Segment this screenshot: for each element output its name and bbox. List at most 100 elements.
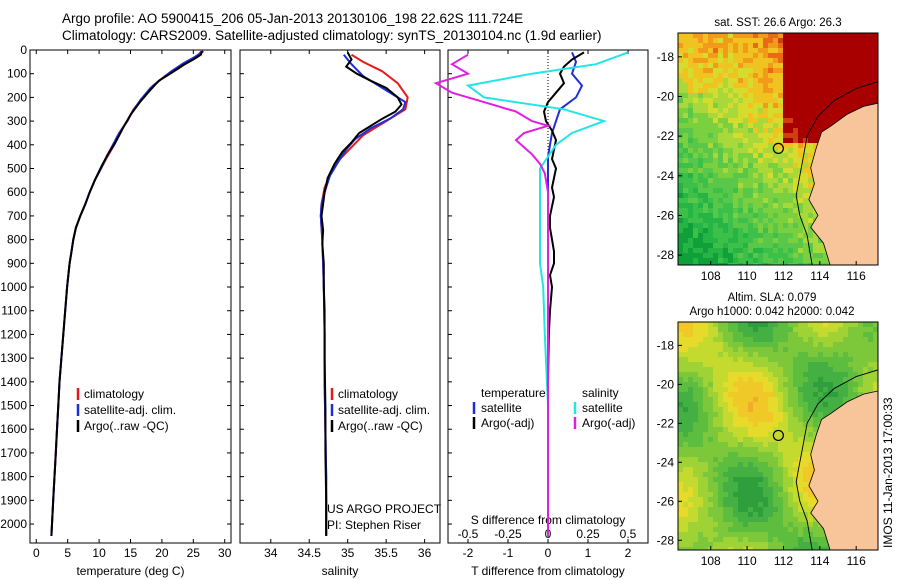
temperature_profile-panel: 0100200300400500600700800900100011001200… xyxy=(0,43,231,578)
legend-label: satellite-adj. clim. xyxy=(84,403,176,417)
difference_profile-panel: -2 -1 0 1 2T difference from climatology -0.5… xyxy=(433,49,649,578)
x-axis-label: temperature (deg C) xyxy=(76,564,184,578)
sla-map-title-line: Altim. SLA: 0.079 xyxy=(728,292,817,304)
map-y-tick-label: -20 xyxy=(657,89,675,103)
x-tick-label: 34 xyxy=(264,546,278,560)
x-tick-label: 35.5 xyxy=(374,546,398,560)
x-tick-label: 36 xyxy=(418,546,432,560)
y-tick-label: 800 xyxy=(7,233,27,247)
annotation-text: PI: Stephen Riser xyxy=(327,518,421,532)
map-y-tick-label: -22 xyxy=(657,416,675,430)
map-x-tick-label: 114 xyxy=(810,554,829,568)
top-scale-tick-label: -0.5 xyxy=(458,527,479,541)
map-y-tick-label: -26 xyxy=(657,208,675,222)
y-tick-label: 1100 xyxy=(1,304,27,318)
legend-header-salinity: salinity xyxy=(582,386,619,400)
x-tick-label: 1 xyxy=(585,546,592,560)
y-tick-label: 1500 xyxy=(0,399,27,413)
temperature_profile-frame xyxy=(29,49,232,544)
legend-label: satellite-adj. clim. xyxy=(338,403,430,417)
x-tick-label: 2 xyxy=(625,546,632,560)
sst_map-frame xyxy=(677,32,879,266)
y-tick-label: 1000 xyxy=(0,280,27,294)
x-tick-label: 15 xyxy=(124,546,138,560)
shelf-contour xyxy=(795,369,878,550)
map-x-tick-label: 116 xyxy=(847,554,866,568)
series-line-satellite xyxy=(547,52,584,536)
x-tick-label: -1 xyxy=(503,546,514,560)
y-tick-label: 500 xyxy=(7,162,27,176)
x-tick-label: 30 xyxy=(218,546,232,560)
legend-label: Argo(-adj) xyxy=(481,416,534,430)
y-tick-label: 1700 xyxy=(0,446,27,460)
map-x-tick-label: 112 xyxy=(774,269,793,283)
y-tick-label: 2000 xyxy=(0,517,27,531)
map-x-tick-label: 110 xyxy=(738,554,757,568)
legend-label: satellite xyxy=(481,401,522,415)
top-scale-tick-label: 0.5 xyxy=(620,527,637,541)
shelf-contour xyxy=(795,81,878,265)
sst_map-field xyxy=(678,33,878,265)
series-line-climatology xyxy=(319,53,409,536)
annotation-text: US ARGO PROJECT xyxy=(327,502,442,516)
y-tick-label: 700 xyxy=(7,209,27,223)
map-x-tick-label: 116 xyxy=(847,269,866,283)
x-tick-label: 5 xyxy=(64,546,71,560)
x-tick-label: 0 xyxy=(33,546,40,560)
map-y-tick-label: -24 xyxy=(657,455,675,469)
figure-title-line2: Climatology: CARS2009. Satellite-adjuste… xyxy=(62,28,602,43)
y-tick-label: 200 xyxy=(7,90,27,104)
legend-label: satellite xyxy=(582,401,623,415)
salinity_profile-frame xyxy=(239,49,441,544)
series-line-argo xyxy=(50,50,204,536)
series-line-satellite_salinity xyxy=(465,51,629,536)
map-x-tick-label: 108 xyxy=(701,554,721,568)
legend-label: Argo(..raw -QC) xyxy=(338,419,423,433)
y-tick-label: 1600 xyxy=(0,422,27,436)
y-tick-label: 900 xyxy=(7,256,27,270)
legend-label: climatology xyxy=(338,387,398,401)
sla_map-panel: 108 110 112 114 116 -18 -20 -22 -24 -26 -28 Altim. … xyxy=(657,292,879,568)
sst_map-panel: 108 110 112 114 116 -18 -20 -22 -24 -26 -28 sat. SS… xyxy=(657,17,879,283)
y-tick-label: 1400 xyxy=(0,375,27,389)
sla_map-field xyxy=(678,322,878,550)
x-tick-label: 34.5 xyxy=(298,546,322,560)
salinity_profile-panel: 34 34.5 35 35.5 36 salinity climatology satelli… xyxy=(239,49,442,578)
x-tick-label: 0 xyxy=(545,546,552,560)
map-y-tick-label: -18 xyxy=(657,338,675,352)
sla-map-title-line: Argo h1000: 0.042 h2000: 0.042 xyxy=(690,306,855,318)
y-tick-label: 1900 xyxy=(0,493,27,507)
series-line-argo_salinity xyxy=(433,53,552,536)
map-x-tick-label: 110 xyxy=(738,269,757,283)
map-y-tick-label: -24 xyxy=(657,169,675,183)
map-y-tick-label: -26 xyxy=(657,494,675,508)
map-x-tick-label: 114 xyxy=(810,269,829,283)
y-tick-label: 600 xyxy=(7,185,27,199)
sla_map-frame xyxy=(677,321,879,551)
x-tick-label: 25 xyxy=(187,546,201,560)
x-tick-label: 20 xyxy=(155,546,169,560)
map-y-tick-label: -22 xyxy=(657,129,675,143)
argo-float-marker xyxy=(772,142,784,155)
map-y-tick-label: -28 xyxy=(657,248,675,262)
series-line-argo xyxy=(320,51,403,536)
series-line-satellite xyxy=(50,50,204,536)
y-tick-label: 400 xyxy=(7,138,27,152)
x-tick-label: 10 xyxy=(92,546,106,560)
legend-label: climatology xyxy=(84,387,144,401)
map-y-tick-label: -28 xyxy=(657,533,675,547)
x-axis-label: T difference from climatology xyxy=(471,564,625,578)
top-scale-tick-label: 0.25 xyxy=(576,527,600,541)
figure-title-line1: Argo profile: AO 5900415_206 05-Jan-2013… xyxy=(62,11,524,26)
x-tick-label: -2 xyxy=(463,546,474,560)
series-line-argo xyxy=(542,51,585,536)
land-mass xyxy=(808,322,878,550)
y-tick-label: 1800 xyxy=(0,470,27,484)
y-tick-label: 0 xyxy=(20,43,27,57)
sst-map-title: sat. SST: 26.6 Argo: 26.3 xyxy=(714,17,841,29)
map-x-tick-label: 112 xyxy=(774,554,793,568)
x-axis-label: salinity xyxy=(322,564,359,578)
land-mass xyxy=(808,33,878,265)
top-scale-tick-label: -0.25 xyxy=(494,527,522,541)
